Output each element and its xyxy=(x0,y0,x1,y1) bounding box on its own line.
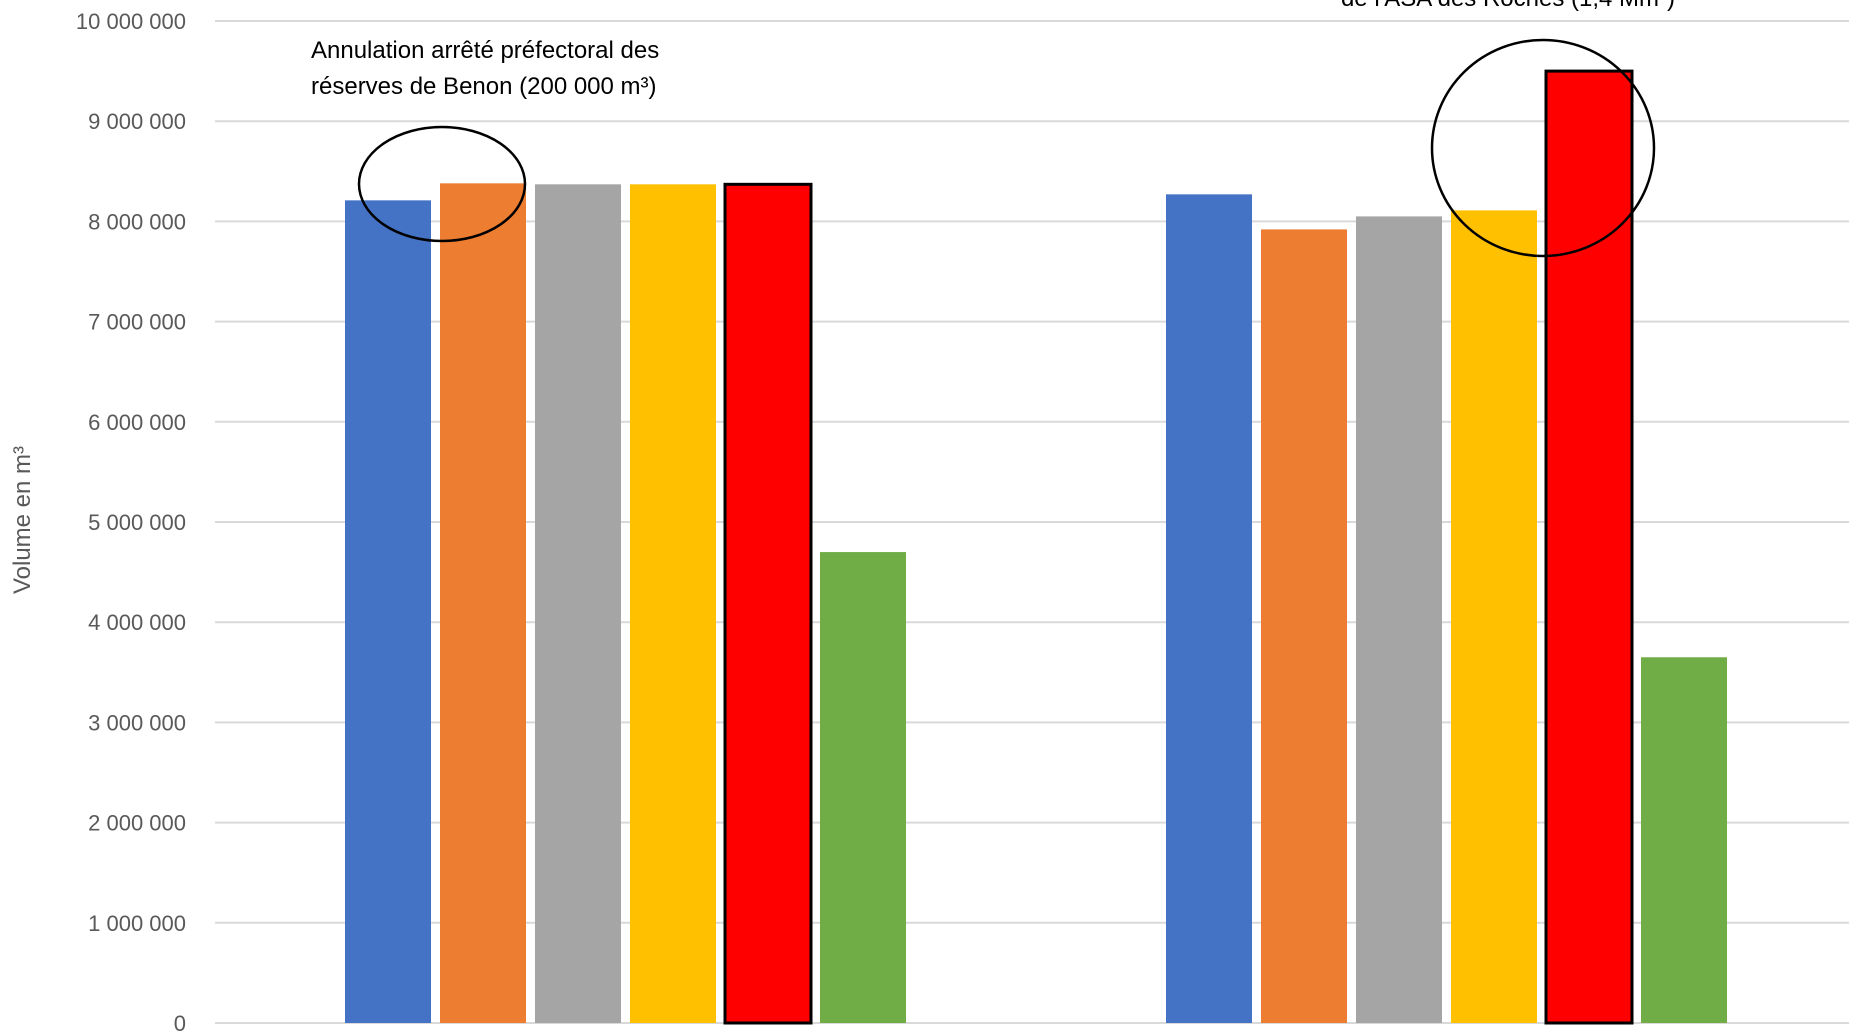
bar xyxy=(725,184,811,1023)
y-tick-label: 8 000 000 xyxy=(88,209,186,234)
y-axis-label: Volume en m³ xyxy=(9,446,36,594)
bar xyxy=(820,552,906,1023)
y-tick-label: 0 xyxy=(174,1011,186,1031)
y-tick-label: 4 000 000 xyxy=(88,610,186,635)
annotation-text: réserves de Benon (200 000 m³) xyxy=(311,73,657,100)
y-tick-label: 3 000 000 xyxy=(88,710,186,735)
bar xyxy=(630,184,716,1023)
bar xyxy=(1166,194,1252,1023)
bar xyxy=(345,200,431,1023)
y-tick-label: 10 000 000 xyxy=(76,9,186,34)
annotation-text: de l'ASA des Roches (1,4 Mm³) xyxy=(1341,0,1675,12)
y-tick-label: 1 000 000 xyxy=(88,911,186,936)
bar xyxy=(1451,210,1537,1023)
bar xyxy=(1261,229,1347,1023)
y-tick-label: 5 000 000 xyxy=(88,510,186,535)
bar xyxy=(1356,216,1442,1023)
bars xyxy=(345,71,1727,1023)
bar xyxy=(440,183,526,1023)
y-tick-label: 9 000 000 xyxy=(88,109,186,134)
y-tick-label: 7 000 000 xyxy=(88,310,186,335)
y-tick-label: 6 000 000 xyxy=(88,410,186,435)
bar xyxy=(1641,657,1727,1023)
y-tick-label: 2 000 000 xyxy=(88,811,186,836)
annotation-text: Annulation arrêté préfectoral des xyxy=(311,37,659,64)
y-axis-ticks: 0 1 000 000 2 000 000 3 000 000 4 000 000 5 0… xyxy=(76,9,186,1031)
bar xyxy=(535,184,621,1023)
bar xyxy=(1546,71,1632,1023)
annotations: Annulation arrêté préfectoral des réserve… xyxy=(311,0,1675,100)
